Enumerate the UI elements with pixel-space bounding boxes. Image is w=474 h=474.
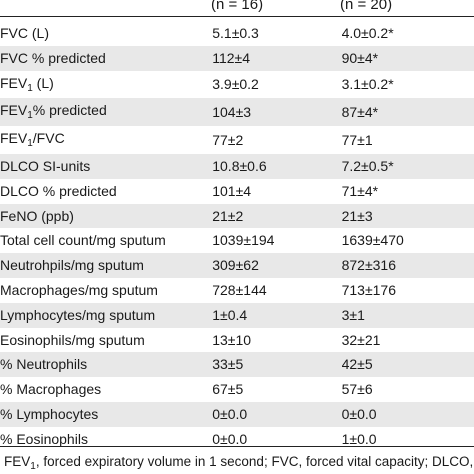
group-2-value: 1±0.0: [341, 426, 474, 452]
row-label: FEV1% predicted: [0, 98, 213, 127]
table-row: % Neutrophils 33±5 42±5: [0, 352, 474, 378]
table-row: Eosinophils/mg sputum 13±10 32±21: [0, 327, 474, 353]
group-1-value: 33±5: [212, 352, 342, 378]
header-group-2: (n = 20): [340, 0, 393, 13]
table-row: FeNO (ppb) 21±2 21±3: [0, 203, 474, 229]
row-label: Eosinophils/mg sputum: [0, 327, 213, 353]
footnote-subscript: 1: [30, 461, 36, 472]
group-1-value: 112±4: [212, 45, 342, 71]
table-bottom-rule: [0, 446, 474, 447]
subscript: 1: [27, 138, 33, 150]
row-label: % Eosinophils: [0, 426, 213, 452]
group-2-value: 57±6: [341, 377, 474, 402]
group-2-value: 3±1: [341, 302, 474, 328]
row-label: Total cell count/mg sputum: [0, 228, 213, 254]
group-2-value: 90±4*: [341, 45, 474, 71]
label-text: FEV: [0, 130, 28, 147]
label-text: FEV: [0, 102, 28, 119]
row-label: % Macrophages: [0, 377, 213, 402]
group-2-value: 87±4*: [341, 98, 474, 127]
table-row: Neutrohpils/mg sputum 309±62 872±316: [0, 253, 474, 278]
label-text: (L): [32, 74, 54, 91]
group-1-value: 0±0.0: [212, 426, 342, 452]
row-label: Neutrohpils/mg sputum: [0, 253, 213, 278]
group-2-value: 71±4*: [341, 178, 474, 204]
group-2-value: 713±176: [341, 277, 474, 303]
group-1-value: 77±2: [212, 126, 342, 154]
table-row: Lymphocytes/mg sputum 1±0.4 3±1: [0, 302, 474, 328]
row-label: FEV1 (L): [0, 70, 213, 99]
table-row: DLCO % predicted 101±4 71±4*: [0, 178, 474, 204]
table-header: (n = 16) (n = 20): [0, 0, 474, 17]
group-1-value: 309±62: [212, 253, 342, 278]
footnote-text: , forced expiratory volume in 1 second; …: [35, 454, 474, 469]
group-2-value: 3.1±0.2*: [341, 70, 474, 99]
group-2-value: 1639±470: [341, 228, 474, 254]
group-2-value: 0±0.0: [341, 401, 474, 427]
group-1-value: 67±5: [212, 377, 342, 402]
table-row: FEV1/FVC 77±2 77±1: [0, 126, 474, 154]
row-label: DLCO SI-units: [0, 153, 213, 179]
group-1-value: 13±10: [212, 327, 342, 353]
row-label: FeNO (ppb): [0, 203, 213, 229]
group-1-value: 1±0.4: [212, 302, 342, 328]
group-2-value: 32±21: [341, 327, 474, 353]
group-1-value: 104±3: [212, 98, 342, 127]
group-1-value: 728±144: [212, 277, 342, 303]
data-table: FVC (L) 5.1±0.3 4.0±0.2* FVC % predicted…: [0, 21, 474, 452]
group-1-value: 101±4: [212, 178, 342, 204]
table-footnote: FEV1, forced expiratory volume in 1 seco…: [4, 454, 474, 472]
group-1-value: 21±2: [212, 203, 342, 229]
footnote-text: FEV: [4, 454, 31, 469]
group-1-value: 10.8±0.6: [212, 153, 342, 179]
group-1-value: 0±0.0: [212, 401, 342, 427]
row-label: FEV1/FVC: [0, 126, 213, 154]
group-1-value: 5.1±0.3: [212, 21, 342, 46]
row-label: DLCO % predicted: [0, 178, 213, 204]
table-row: FVC (L) 5.1±0.3 4.0±0.2*: [0, 21, 474, 46]
row-label: Macrophages/mg sputum: [0, 277, 213, 303]
label-text: % predicted: [32, 102, 107, 119]
row-label: FVC (L): [0, 21, 213, 46]
row-label: % Neutrophils: [0, 352, 213, 378]
group-2-value: 7.2±0.5*: [341, 153, 474, 179]
group-2-value: 4.0±0.2*: [341, 21, 474, 46]
table-row: FEV1% predicted 104±3 87±4*: [0, 98, 474, 127]
group-2-value: 21±3: [341, 203, 474, 229]
row-label: Lymphocytes/mg sputum: [0, 302, 213, 328]
table-row: FVC % predicted 112±4 90±4*: [0, 45, 474, 71]
group-2-value: 77±1: [341, 126, 474, 154]
group-2-value: 42±5: [341, 352, 474, 378]
table-row: Total cell count/mg sputum 1039±194 1639…: [0, 228, 474, 254]
group-1-value: 3.9±0.2: [212, 70, 342, 99]
row-label: % Lymphocytes: [0, 401, 213, 427]
header-group-1: (n = 16): [211, 0, 264, 13]
table-row: % Macrophages 67±5 57±6: [0, 377, 474, 402]
row-label: FVC % predicted: [0, 45, 213, 71]
table-row: % Eosinophils 0±0.0 1±0.0: [0, 426, 474, 452]
table-row: DLCO SI-units 10.8±0.6 7.2±0.5*: [0, 153, 474, 179]
table-row: Macrophages/mg sputum 728±144 713±176: [0, 277, 474, 303]
subscript: 1: [27, 82, 33, 94]
subscript: 1: [27, 110, 33, 122]
group-2-value: 872±316: [341, 253, 474, 278]
table-row: FEV1 (L) 3.9±0.2 3.1±0.2*: [0, 70, 474, 99]
label-text: /FVC: [32, 130, 65, 147]
table-row: % Lymphocytes 0±0.0 0±0.0: [0, 401, 474, 427]
group-1-value: 1039±194: [212, 228, 342, 254]
label-text: FEV: [0, 74, 28, 91]
